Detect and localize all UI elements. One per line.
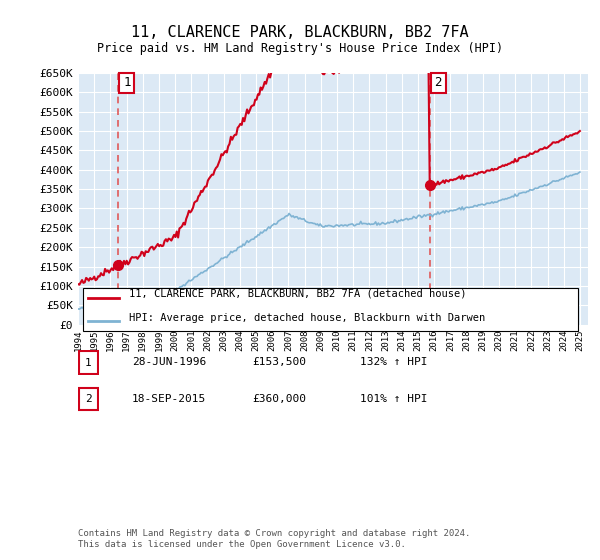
Text: 2: 2: [434, 76, 442, 90]
FancyBboxPatch shape: [79, 388, 98, 410]
Text: 18-SEP-2015: 18-SEP-2015: [132, 394, 206, 404]
Text: £360,000: £360,000: [252, 394, 306, 404]
FancyBboxPatch shape: [83, 288, 578, 331]
Text: 1: 1: [85, 358, 92, 367]
Text: 11, CLARENCE PARK, BLACKBURN, BB2 7FA: 11, CLARENCE PARK, BLACKBURN, BB2 7FA: [131, 25, 469, 40]
Text: 11, CLARENCE PARK, BLACKBURN, BB2 7FA (detached house): 11, CLARENCE PARK, BLACKBURN, BB2 7FA (d…: [129, 289, 467, 299]
Text: 1: 1: [123, 76, 131, 90]
FancyBboxPatch shape: [79, 351, 98, 374]
Text: 132% ↑ HPI: 132% ↑ HPI: [360, 357, 427, 367]
Text: 28-JUN-1996: 28-JUN-1996: [132, 357, 206, 367]
Text: Contains HM Land Registry data © Crown copyright and database right 2024.
This d: Contains HM Land Registry data © Crown c…: [78, 529, 470, 549]
Text: Price paid vs. HM Land Registry's House Price Index (HPI): Price paid vs. HM Land Registry's House …: [97, 42, 503, 55]
Text: 101% ↑ HPI: 101% ↑ HPI: [360, 394, 427, 404]
Text: HPI: Average price, detached house, Blackburn with Darwen: HPI: Average price, detached house, Blac…: [129, 312, 485, 323]
Text: 2: 2: [85, 394, 92, 404]
Text: £153,500: £153,500: [252, 357, 306, 367]
